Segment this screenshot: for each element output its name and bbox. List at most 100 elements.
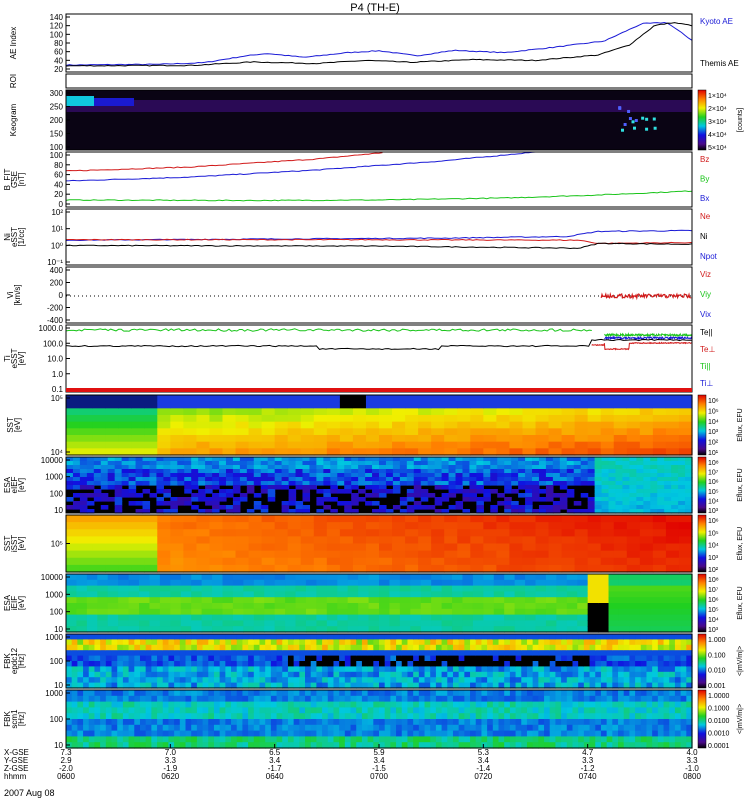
spectrogram-cell bbox=[615, 505, 624, 510]
spectrogram-cell bbox=[305, 603, 317, 610]
spectrogram-cell bbox=[274, 441, 289, 449]
spectrogram-cell bbox=[71, 701, 78, 708]
spectrogram-cell bbox=[88, 736, 96, 743]
spectrogram-cell bbox=[222, 435, 237, 443]
spectrogram-cell bbox=[305, 608, 317, 616]
spectrogram-cell bbox=[145, 682, 152, 689]
spectrogram-cell bbox=[326, 543, 341, 552]
colorbar-label: [counts] bbox=[737, 108, 744, 133]
spectrogram-cell bbox=[587, 509, 596, 514]
spectrogram-cell bbox=[577, 574, 589, 581]
series-line-temperature bbox=[65, 338, 693, 351]
spectrogram-cell bbox=[225, 473, 234, 478]
spectrogram-cell bbox=[526, 634, 534, 640]
spectrogram-cell bbox=[97, 608, 109, 616]
spectrogram-cell bbox=[639, 597, 651, 604]
spectrogram-cell bbox=[392, 557, 406, 566]
spectrogram-cell bbox=[418, 428, 432, 436]
spectrogram-cell bbox=[209, 529, 224, 537]
spectrogram-cell bbox=[293, 707, 300, 714]
spectrogram-cell bbox=[77, 650, 84, 657]
spectrogram-cell bbox=[509, 655, 517, 662]
spectrogram-cell bbox=[209, 415, 224, 423]
spectrogram-cell bbox=[128, 477, 137, 482]
colorbar bbox=[697, 456, 707, 514]
spectrogram-cell bbox=[608, 477, 617, 482]
spectrogram-cell bbox=[526, 719, 534, 726]
spectrogram-cell bbox=[566, 597, 578, 604]
spectrogram-cell bbox=[475, 724, 483, 732]
spectrogram-cell bbox=[457, 421, 471, 429]
spectrogram-cell bbox=[219, 477, 227, 482]
spectrogram-cell bbox=[139, 736, 147, 743]
spectrogram-cell bbox=[239, 493, 248, 498]
spectrogram-cell bbox=[390, 634, 397, 640]
spectrogram-cell bbox=[657, 477, 665, 482]
spectrogram-cell bbox=[635, 655, 642, 662]
spectrogram-cell bbox=[618, 655, 625, 662]
spectrogram-cell bbox=[287, 701, 295, 708]
spectrogram-cell bbox=[231, 719, 238, 726]
spectrogram-cell bbox=[142, 501, 151, 506]
spectrogram-cell bbox=[79, 564, 93, 573]
spectrogram-cell bbox=[444, 435, 458, 443]
spectrogram-cell bbox=[678, 501, 686, 506]
spectrogram-cell bbox=[566, 634, 574, 640]
spectrogram-cell bbox=[282, 736, 289, 743]
spectrogram-cell bbox=[157, 529, 171, 537]
x-tick-label: 0740 bbox=[579, 772, 597, 781]
spectrogram-cell bbox=[347, 614, 359, 621]
spectrogram-cell bbox=[92, 441, 106, 449]
spectrogram-cell bbox=[282, 677, 289, 684]
spectrogram-cell bbox=[472, 574, 484, 581]
spectrogram-cell bbox=[587, 448, 602, 456]
spectrogram-cell bbox=[525, 469, 533, 474]
spectrogram-cell bbox=[202, 695, 209, 703]
spectrogram-cell bbox=[504, 666, 511, 673]
spectrogram-cell bbox=[323, 469, 331, 474]
spectrogram-cell bbox=[385, 489, 394, 494]
spectrogram-cell bbox=[344, 505, 352, 510]
spectrogram-cell bbox=[577, 591, 589, 598]
spectrogram-cell bbox=[352, 415, 367, 423]
spectrogram-cell bbox=[93, 457, 102, 462]
spectrogram-cell bbox=[600, 435, 615, 443]
spectrogram-cell bbox=[686, 724, 693, 732]
spectrogram-cell bbox=[212, 597, 224, 604]
spectrogram-cell bbox=[646, 742, 653, 749]
spectrogram-cell bbox=[622, 501, 630, 506]
spectrogram-cell bbox=[350, 639, 357, 646]
spectrogram-cell bbox=[350, 650, 357, 657]
spectrogram-cell bbox=[310, 639, 317, 646]
spectrogram-cell bbox=[287, 515, 302, 523]
spectrogram-cell bbox=[287, 695, 295, 703]
spectrogram-cell bbox=[145, 719, 152, 726]
spectrogram-cell bbox=[316, 690, 323, 697]
spectrogram-cell bbox=[259, 730, 266, 737]
spectrogram-cell bbox=[361, 707, 369, 714]
spectrogram-cell bbox=[504, 501, 512, 506]
spectrogram-cell bbox=[288, 473, 297, 478]
spectrogram-cell bbox=[572, 661, 579, 667]
spectrogram-cell bbox=[441, 481, 450, 486]
spectrogram-cell bbox=[219, 661, 226, 667]
spectrogram-cell bbox=[281, 485, 290, 490]
spectrogram-cell bbox=[635, 724, 642, 732]
spectrogram-cell bbox=[629, 677, 636, 684]
spectrogram-cell bbox=[373, 682, 380, 689]
spectrogram-cell bbox=[253, 505, 262, 510]
spectrogram-cell bbox=[196, 661, 204, 667]
spectrogram-cell bbox=[618, 730, 625, 737]
spectrogram-cell bbox=[686, 695, 693, 703]
spectrogram-cell bbox=[665, 401, 680, 409]
spectrogram-cell bbox=[678, 428, 693, 436]
spectrogram-cell bbox=[333, 701, 340, 708]
spectrogram-cell bbox=[337, 597, 349, 604]
spectrogram-cell bbox=[305, 695, 312, 703]
spectrogram-cell bbox=[522, 428, 537, 436]
spectrogram-cell bbox=[521, 677, 528, 684]
spectrogram-cell bbox=[600, 448, 615, 456]
y-tick-label: 250 bbox=[50, 103, 64, 112]
spectrogram-cell bbox=[100, 677, 107, 684]
spectrogram-cell bbox=[196, 701, 204, 708]
